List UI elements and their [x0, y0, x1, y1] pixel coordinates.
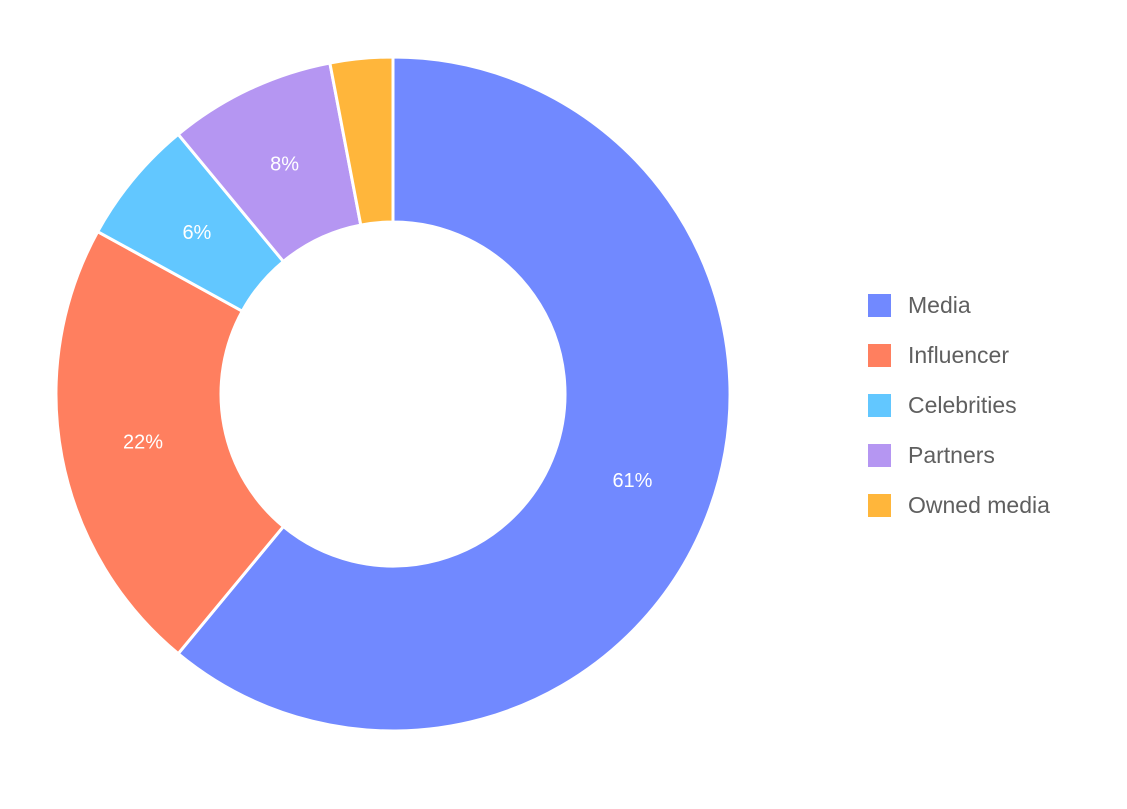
- slice-label: 22%: [123, 432, 163, 454]
- legend-swatch: [868, 293, 891, 317]
- legend-item-partners[interactable]: Partners: [868, 430, 1050, 480]
- legend-label: Partners: [908, 441, 995, 468]
- legend-swatch: [868, 393, 891, 417]
- legend-label: Media: [908, 291, 971, 318]
- legend-swatch: [868, 443, 891, 467]
- legend-item-media[interactable]: Media: [868, 280, 1050, 330]
- slice-owned-media[interactable]: [328, 55, 395, 227]
- legend: Media Influencer Celebrities Partners Ow…: [868, 280, 1050, 530]
- legend-label: Influencer: [908, 341, 1010, 368]
- legend-swatch: [868, 493, 891, 517]
- donut-chart: 61% 22% 6% 8%: [54, 55, 732, 733]
- legend-item-influencer[interactable]: Influencer: [868, 330, 1050, 380]
- slice-influencer[interactable]: [54, 229, 286, 656]
- slice-label: 6%: [182, 222, 211, 244]
- slice-label: 61%: [612, 470, 652, 492]
- legend-swatch: [868, 343, 891, 367]
- legend-item-celebrities[interactable]: Celebrities: [868, 380, 1050, 430]
- legend-item-owned-media[interactable]: Owned media: [868, 480, 1050, 530]
- slice-media[interactable]: [176, 55, 732, 733]
- legend-label: Celebrities: [908, 391, 1017, 418]
- slice-label: 8%: [270, 154, 299, 176]
- legend-label: Owned media: [908, 491, 1050, 518]
